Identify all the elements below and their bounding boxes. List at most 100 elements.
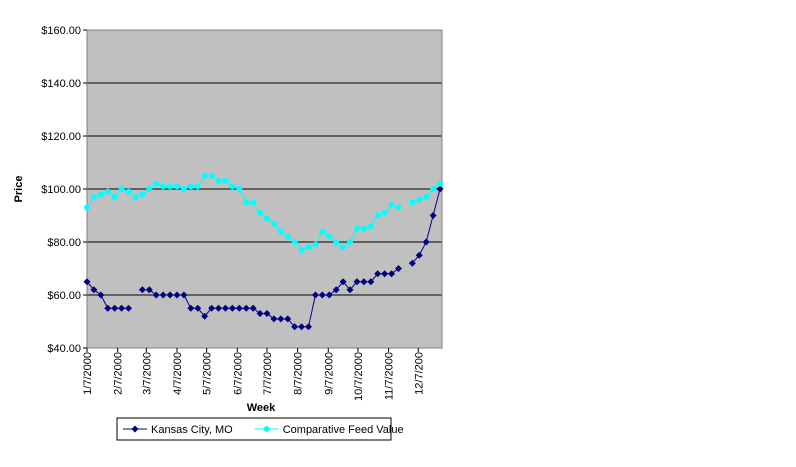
y-tick-label: $100.00 — [41, 184, 81, 196]
data-point — [291, 239, 298, 245]
data-point — [90, 193, 97, 200]
legend-box — [116, 417, 392, 441]
data-point — [333, 239, 340, 245]
data-point — [325, 291, 333, 299]
data-point — [97, 191, 104, 198]
data-point — [201, 172, 208, 179]
data-point — [229, 183, 236, 190]
x-tick-label: 4/7/2000 — [172, 352, 184, 395]
data-point — [367, 223, 374, 230]
data-point — [111, 193, 118, 200]
data-point — [395, 204, 402, 211]
data-point — [388, 270, 396, 278]
data-point — [118, 186, 125, 192]
x-tick-label: 9/7/2000 — [323, 352, 335, 395]
data-point — [312, 241, 319, 248]
data-point — [146, 186, 153, 192]
data-point — [215, 304, 223, 312]
data-point — [111, 304, 119, 312]
data-point — [429, 212, 437, 219]
data-point — [270, 220, 277, 227]
data-point — [305, 323, 313, 331]
x-tick-label: 3/7/2000 — [141, 352, 153, 395]
y-tick-label: $140.00 — [41, 78, 81, 90]
data-point — [249, 304, 257, 312]
data-point — [125, 188, 132, 195]
x-tick-label: 12/7/200 — [413, 352, 425, 395]
data-point — [270, 315, 278, 323]
legend-marker — [131, 425, 139, 433]
data-point — [166, 291, 174, 299]
data-point — [430, 186, 437, 192]
data-point — [208, 172, 215, 179]
data-point — [160, 183, 167, 190]
data-point — [159, 291, 167, 299]
data-point — [256, 310, 264, 318]
data-point — [422, 238, 430, 246]
data-point — [346, 286, 354, 294]
data-point — [332, 286, 340, 294]
data-point — [208, 304, 216, 312]
data-point — [125, 304, 133, 312]
data-point — [360, 225, 367, 232]
data-point — [415, 251, 423, 259]
data-point — [374, 270, 382, 278]
x-tick-label: 5/7/2000 — [202, 352, 214, 395]
data-point — [180, 291, 188, 299]
data-point — [394, 265, 402, 272]
data-point — [263, 215, 270, 222]
data-point — [153, 180, 160, 187]
data-point — [353, 278, 361, 286]
data-point — [388, 201, 395, 208]
data-point — [90, 286, 98, 294]
data-point — [152, 291, 160, 299]
data-point — [437, 180, 444, 187]
data-point — [319, 228, 326, 235]
data-point — [257, 209, 264, 216]
x-tick-label: 2/7/2000 — [113, 352, 125, 395]
data-point — [408, 259, 416, 267]
x-tick-label: 10/7/2000 — [353, 352, 365, 401]
data-point — [173, 183, 180, 190]
data-point — [215, 178, 222, 185]
x-tick-label: 8/7/2000 — [293, 352, 305, 395]
data-point — [222, 178, 229, 185]
data-point — [235, 304, 243, 312]
data-point — [97, 291, 105, 299]
x-tick-label: 1/7/2000 — [82, 352, 94, 395]
x-axis-label: Week — [247, 402, 276, 414]
data-point — [145, 286, 153, 294]
data-point — [250, 199, 257, 206]
data-point — [298, 323, 306, 331]
data-point — [194, 304, 202, 312]
data-point — [228, 304, 236, 312]
data-point — [367, 278, 375, 286]
data-point — [374, 212, 381, 219]
data-point — [423, 193, 430, 200]
data-point — [381, 270, 389, 278]
legend-marker — [263, 426, 270, 432]
data-point — [318, 291, 326, 299]
data-point — [83, 278, 91, 286]
data-point — [277, 228, 284, 235]
data-point — [221, 304, 229, 312]
data-point — [277, 315, 285, 323]
data-point — [305, 244, 312, 251]
data-point — [326, 233, 333, 240]
data-point — [339, 278, 347, 286]
y-tick-label: $120.00 — [41, 131, 81, 143]
data-point — [118, 304, 126, 312]
y-tick-label: $40.00 — [47, 343, 81, 355]
data-point — [138, 286, 146, 294]
y-tick-label: $60.00 — [47, 290, 81, 302]
data-point — [298, 246, 305, 253]
data-point — [194, 183, 201, 190]
y-tick-label: $80.00 — [47, 237, 81, 249]
data-point — [201, 312, 209, 320]
data-point — [291, 323, 299, 331]
data-point — [347, 239, 354, 245]
data-point — [187, 183, 194, 190]
data-point — [187, 304, 195, 312]
data-point — [104, 188, 111, 195]
